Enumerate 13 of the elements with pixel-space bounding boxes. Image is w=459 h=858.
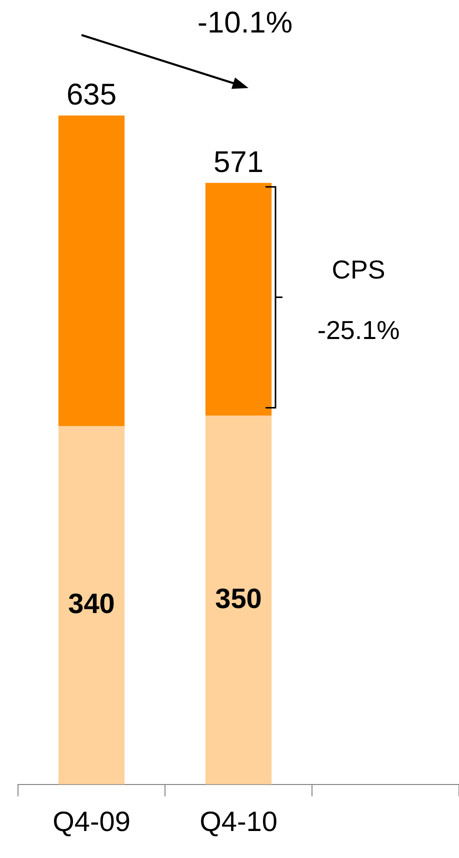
x-tick-label: Q4-09 (52, 806, 130, 837)
bar (205, 182, 272, 416)
bar (205, 416, 272, 784)
total-label: 635 (66, 78, 117, 112)
total-label: 571 (213, 146, 264, 180)
annotation: -25.1% (317, 315, 400, 346)
bar (58, 115, 125, 426)
bar (58, 426, 125, 784)
x-tick-label: Q4-10 (200, 806, 278, 837)
data-label: 350 (215, 582, 262, 614)
data-label: 340 (68, 588, 115, 620)
annotation: CPS (332, 254, 386, 285)
text: -10.1% (197, 6, 293, 40)
